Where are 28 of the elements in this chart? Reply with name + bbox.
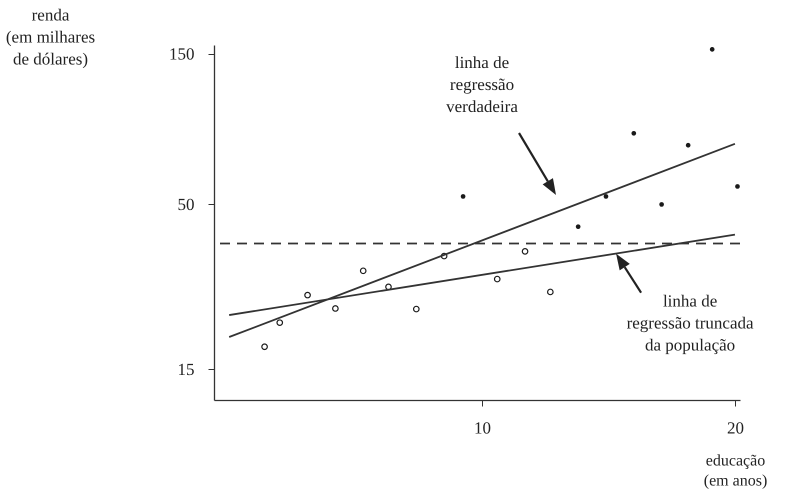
- point: [276, 319, 284, 326]
- y-tick-label: 15: [178, 360, 194, 379]
- annotation: linha de regressão truncada da população: [626, 292, 754, 355]
- point: [547, 288, 554, 296]
- annotation: linha de regressão verdadeira: [446, 53, 518, 116]
- point: [332, 305, 339, 312]
- point: [631, 130, 636, 136]
- y-axis-title: renda (em milhares de dólares): [6, 6, 96, 68]
- point: [440, 252, 448, 260]
- point: [735, 184, 740, 189]
- point: [304, 292, 311, 298]
- point: [385, 284, 392, 290]
- point: [710, 47, 715, 52]
- y-tick-label: 50: [178, 194, 194, 214]
- point: [412, 306, 420, 312]
- point: [261, 343, 268, 350]
- point: [686, 142, 691, 148]
- x-tick-label: 10: [474, 418, 492, 438]
- x-tick-label: 20: [726, 418, 744, 438]
- point: [460, 194, 466, 199]
- point: [522, 248, 528, 255]
- point: [494, 276, 501, 282]
- point: [659, 202, 664, 207]
- x-axis-title: educação (em anos): [704, 452, 768, 490]
- point: [604, 194, 608, 199]
- point: [576, 224, 580, 230]
- point: [360, 267, 367, 274]
- y-tick-label: 150: [169, 44, 194, 64]
